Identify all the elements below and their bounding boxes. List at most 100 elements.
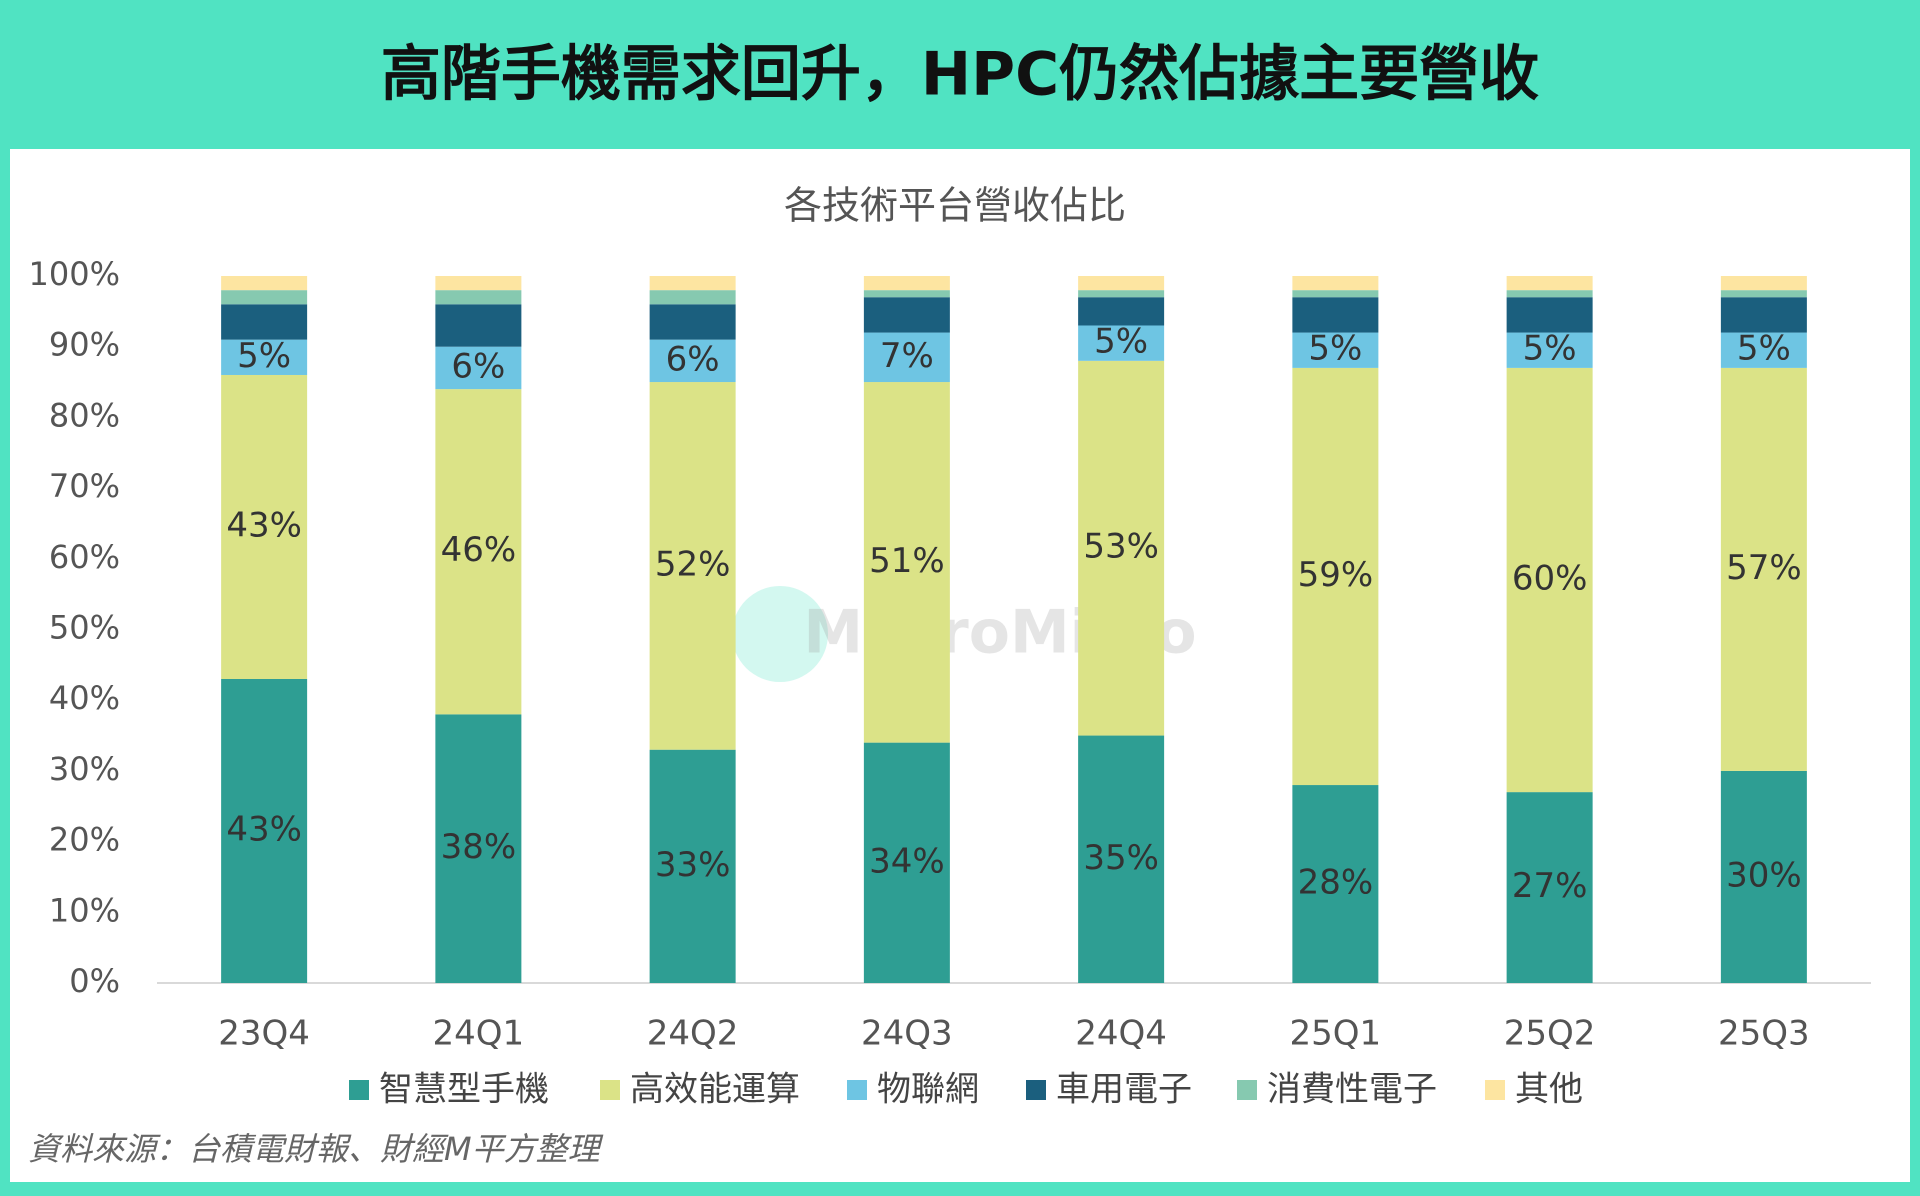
chart-subtitle: 各技術平台營收佔比 [784, 184, 1126, 228]
y-tick-label: 10% [49, 891, 120, 929]
y-tick-label: 0% [69, 962, 120, 1000]
bar-segment [863, 382, 950, 743]
bar-segment [1078, 276, 1165, 291]
y-tick-label: 50% [49, 609, 120, 647]
data-label: 5% [1308, 329, 1362, 369]
data-label: 57% [1726, 548, 1802, 588]
bar-segment [1506, 367, 1593, 793]
bar-segment [435, 290, 522, 305]
bar-segment [649, 339, 736, 383]
bar-segment [1506, 290, 1593, 298]
source-note: 資料來源：台積電財報、財經M平方整理 [28, 1130, 604, 1168]
data-label: 51% [869, 541, 945, 581]
legend-marker [1237, 1080, 1257, 1100]
data-label: 5% [1737, 329, 1791, 369]
y-tick-label: 20% [49, 821, 120, 859]
panel [10, 149, 1910, 1182]
bar-segment [221, 290, 308, 305]
bar-segment [649, 276, 736, 291]
bar-segment [1720, 770, 1807, 983]
legend-label: 智慧型手機 [379, 1070, 549, 1110]
data-label: 34% [869, 841, 945, 881]
bar-segment [435, 276, 522, 291]
bar-segment [863, 297, 950, 333]
y-tick-label: 90% [49, 326, 120, 364]
bar-segment [1078, 360, 1165, 736]
bar-segment [649, 290, 736, 305]
y-tick-label: 70% [49, 467, 120, 505]
data-label: 6% [451, 346, 505, 386]
x-tick-label: 24Q3 [861, 1014, 953, 1054]
bar-segment [1292, 290, 1379, 298]
data-label: 35% [1083, 838, 1159, 878]
data-label: 43% [226, 809, 302, 849]
bar-segment [1292, 297, 1379, 333]
bar-segment [221, 374, 308, 679]
bar-segment [649, 382, 736, 750]
bar-segment [1506, 792, 1593, 983]
bar-segment [221, 339, 308, 375]
bar-segment [435, 346, 522, 390]
x-tick-label: 23Q4 [218, 1014, 310, 1054]
data-label: 38% [441, 827, 517, 867]
legend-marker [600, 1080, 620, 1100]
bar-segment [1720, 290, 1807, 298]
y-tick-label: 100% [29, 255, 120, 293]
bar-segment [1292, 785, 1379, 983]
x-tick-label: 24Q4 [1075, 1014, 1167, 1054]
bar-segment [1720, 367, 1807, 771]
data-label: 5% [1094, 322, 1148, 362]
data-label: 52% [655, 544, 731, 584]
data-label: 5% [1523, 329, 1577, 369]
data-label: 30% [1726, 855, 1802, 895]
bar-segment [1506, 276, 1593, 291]
bar-segment [863, 332, 950, 383]
bar-segment [1292, 367, 1379, 786]
bar-segment [221, 276, 308, 291]
bar-segment [1078, 325, 1165, 361]
data-label: 59% [1298, 555, 1374, 595]
bar-segment [221, 304, 308, 340]
data-label: 60% [1512, 559, 1588, 599]
chart-title: 高階手機需求回升，HPC仍然佔據主要營收 [381, 40, 1539, 110]
legend-marker [847, 1080, 867, 1100]
bar-segment [435, 714, 522, 983]
x-tick-label: 25Q1 [1290, 1014, 1382, 1054]
legend-label: 車用電子 [1056, 1070, 1192, 1110]
bar-segment [1720, 276, 1807, 291]
y-tick-label: 40% [49, 679, 120, 717]
bar-segment [1720, 332, 1807, 368]
data-label: 28% [1298, 863, 1374, 903]
bar-segment [435, 304, 522, 347]
data-label: 7% [880, 336, 934, 376]
legend-label: 高效能運算 [630, 1070, 800, 1110]
data-label: 46% [441, 530, 517, 570]
bar-segment [649, 749, 736, 983]
bar-segment [1292, 332, 1379, 368]
y-tick-label: 60% [49, 538, 120, 576]
data-label: 27% [1512, 866, 1588, 906]
x-tick-label: 25Q2 [1504, 1014, 1596, 1054]
bar-segment [863, 742, 950, 983]
bar-segment [221, 678, 308, 983]
bar-segment [1506, 332, 1593, 368]
bar-segment [863, 290, 950, 298]
bar-segment [1506, 297, 1593, 333]
x-tick-label: 24Q1 [433, 1014, 525, 1054]
bar-segment [1078, 297, 1165, 326]
x-tick-label: 25Q3 [1718, 1014, 1810, 1054]
y-tick-label: 30% [49, 750, 120, 788]
bar-segment [1078, 290, 1165, 298]
legend-label: 其他 [1515, 1070, 1583, 1110]
bar-segment [1292, 276, 1379, 291]
legend-label: 物聯網 [877, 1070, 979, 1110]
watermark-logo [732, 586, 828, 682]
data-label: 6% [666, 339, 720, 379]
x-tick-label: 24Q2 [647, 1014, 739, 1054]
legend-marker [349, 1080, 369, 1100]
data-label: 5% [237, 336, 291, 376]
bar-segment [1078, 735, 1165, 983]
data-label: 43% [226, 505, 302, 545]
